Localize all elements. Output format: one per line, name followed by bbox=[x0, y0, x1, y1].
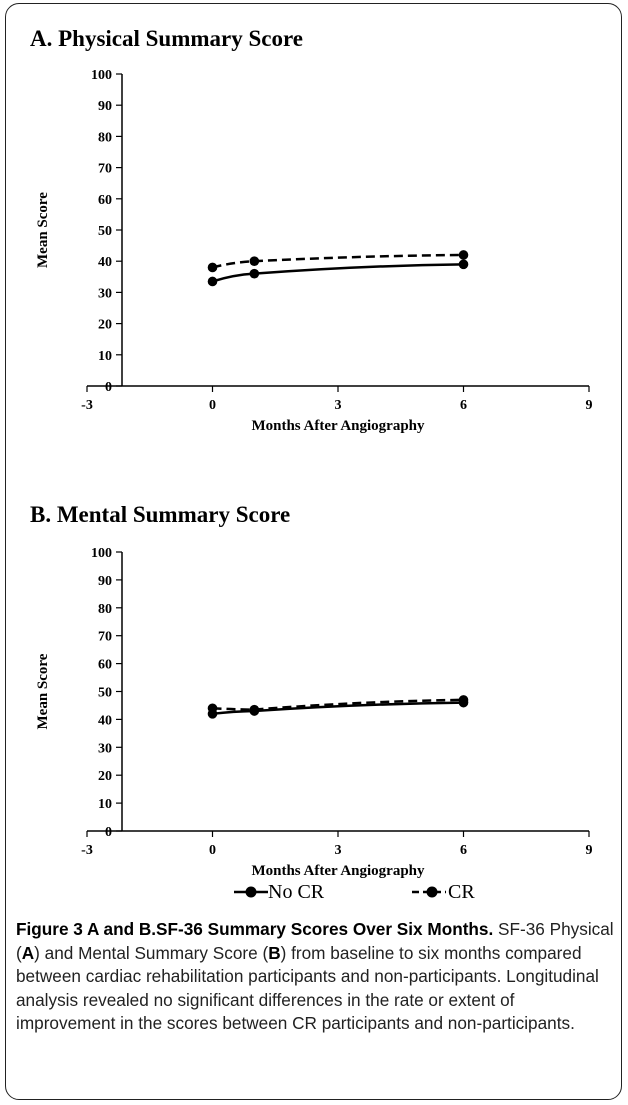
caption-part3: ) from baseline to six months compared b… bbox=[16, 942, 599, 1034]
chart-a-x-tick-label: 0 bbox=[209, 398, 216, 413]
chart-b-y-tick-label: 100 bbox=[91, 546, 112, 561]
chart-b-y-tick-label: 20 bbox=[98, 769, 112, 784]
caption-label: Figure 3 A and B.SF-36 Summary Scores Ov… bbox=[16, 919, 494, 939]
chart-b-y-tick-label: 40 bbox=[98, 713, 112, 728]
chart-a-point-no-cr-0 bbox=[207, 276, 218, 287]
chart-a-series-line-cr bbox=[212, 253, 464, 269]
chart-a-title: A. Physical Summary Score bbox=[30, 26, 304, 51]
chart-a-x-tick-label: -3 bbox=[81, 398, 93, 413]
figure-caption: Figure 3 A and B.SF-36 Summary Scores Ov… bbox=[16, 918, 616, 1036]
chart-a-y-tick-label: 100 bbox=[91, 68, 112, 83]
chart-b: 0 10 20 30 40 50 60 70 80 90 100 -3 0 3 6 9 Months After… bbox=[35, 546, 593, 879]
chart-a-x-tick-label: 6 bbox=[460, 398, 467, 413]
legend-swatch-solid bbox=[234, 886, 268, 898]
chart-a-y-tick-label: 50 bbox=[98, 224, 112, 239]
chart-b-y-tick-label: 0 bbox=[105, 825, 112, 840]
chart-a-point-cr-0 bbox=[207, 262, 218, 273]
legend: No CR CR bbox=[0, 878, 628, 908]
legend-swatch-dashed bbox=[412, 886, 446, 898]
figure-frame bbox=[5, 3, 622, 1100]
chart-b-y-tick-label: 60 bbox=[98, 658, 112, 673]
chart-b-y-tick-label: 30 bbox=[98, 741, 112, 756]
chart-b-x-tick-label: 9 bbox=[586, 843, 593, 858]
chart-b-y-tick-label: 80 bbox=[98, 602, 112, 617]
chart-a: 0 10 20 30 40 50 60 70 80 90 100 -3 0 3 6 9 Months After… bbox=[35, 68, 593, 434]
chart-b-y-tick-label: 90 bbox=[98, 574, 112, 589]
chart-b-y-tick-label: 50 bbox=[98, 686, 112, 701]
chart-b-x-axis-label: Months After Angiography bbox=[251, 863, 425, 879]
chart-b-series-line-cr bbox=[212, 698, 464, 711]
chart-b-point-cr-6 bbox=[458, 695, 469, 705]
chart-a-x-axis-label: Months After Angiography bbox=[251, 418, 425, 434]
chart-b-y-tick-label: 70 bbox=[98, 630, 112, 645]
chart-a-point-cr-6 bbox=[458, 250, 469, 260]
legend-label-cr: CR bbox=[448, 881, 475, 903]
caption-part1: SF-36 Physical ( bbox=[16, 919, 614, 963]
chart-b-y-axis-label: Mean Score bbox=[35, 653, 51, 729]
chart-b-point-cr-1 bbox=[249, 704, 260, 715]
chart-a-point-cr-1 bbox=[249, 256, 260, 267]
chart-a-y-tick-label: 80 bbox=[98, 130, 112, 145]
legend-item-cr: CR bbox=[410, 878, 510, 908]
chart-a-y-tick-label: 60 bbox=[98, 193, 112, 208]
caption-b: B bbox=[268, 942, 281, 963]
chart-a-y-tick-label: 40 bbox=[98, 255, 112, 270]
chart-a-point-no-cr-1 bbox=[249, 268, 260, 279]
chart-a-y-tick-label: 0 bbox=[105, 380, 112, 395]
legend-label-no-cr: No CR bbox=[268, 881, 325, 903]
chart-b-x-tick-label: 0 bbox=[209, 843, 216, 858]
chart-b-x-tick-label: -3 bbox=[81, 843, 93, 858]
chart-a-x-tick-label: 9 bbox=[586, 398, 593, 413]
caption-part2: ) and Mental Summary Score ( bbox=[34, 942, 269, 963]
chart-a-y-tick-label: 10 bbox=[98, 349, 112, 364]
chart-a-y-tick-label: 30 bbox=[98, 286, 112, 301]
chart-b-x-tick-label: 6 bbox=[460, 843, 467, 858]
chart-b-point-cr-0 bbox=[207, 703, 218, 714]
chart-a-y-tick-label: 70 bbox=[98, 162, 112, 177]
legend-item-no-cr: No CR bbox=[232, 878, 352, 908]
chart-a-y-tick-label: 20 bbox=[98, 318, 112, 333]
chart-b-series-line-no-cr bbox=[212, 701, 464, 716]
caption-a: A bbox=[21, 942, 35, 963]
chart-b-x-tick-label: 3 bbox=[335, 843, 342, 858]
chart-a-y-tick-label: 90 bbox=[98, 99, 112, 114]
chart-a-x-tick-label: 3 bbox=[335, 398, 342, 413]
chart-a-series-line-no-cr bbox=[212, 263, 464, 283]
chart-a-y-axis-label: Mean Score bbox=[35, 192, 51, 268]
chart-b-y-tick-label: 10 bbox=[98, 797, 112, 812]
chart-a-point-no-cr-6 bbox=[458, 259, 469, 270]
chart-b-title: B. Mental Summary Score bbox=[30, 502, 291, 527]
